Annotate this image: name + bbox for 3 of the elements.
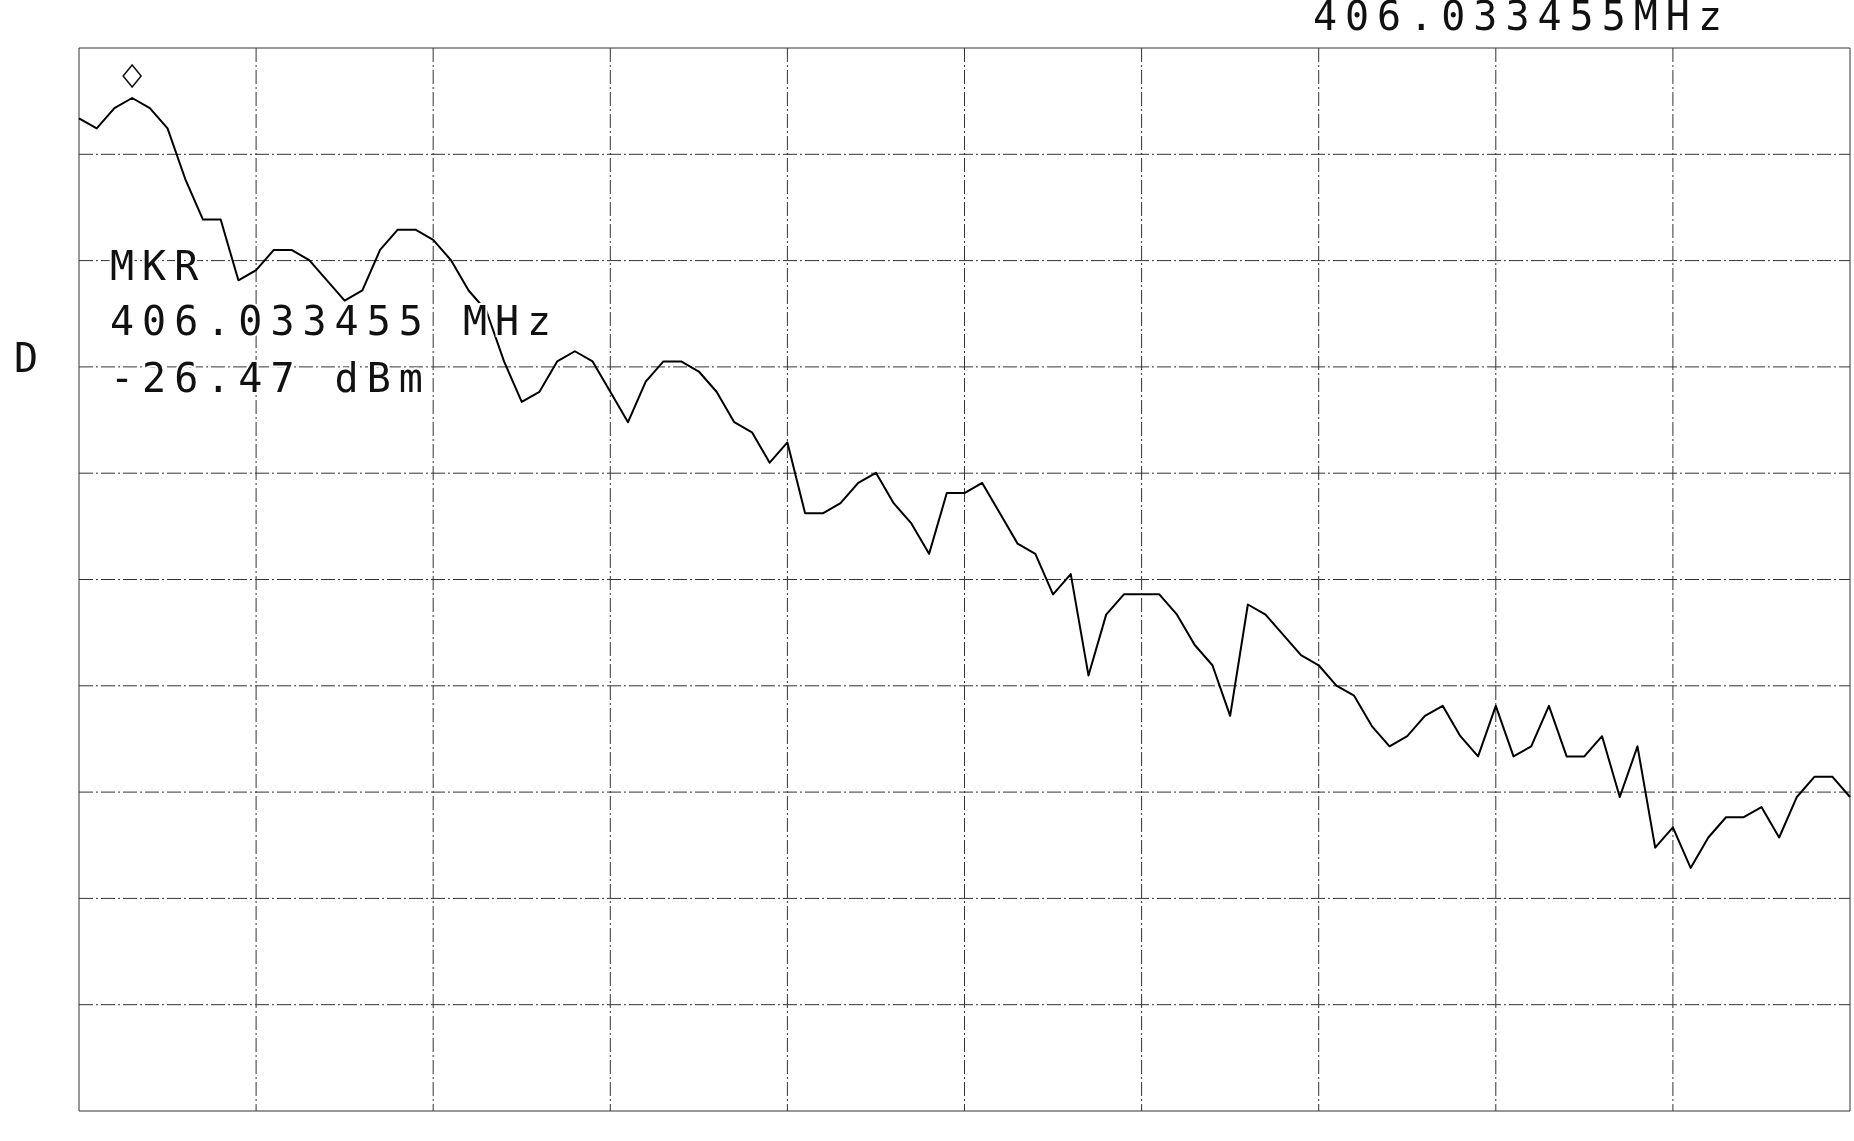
text: 406.033455MHz [1312,0,1730,39]
text: D [14,335,47,381]
annotation: -26.47 dBm [110,355,431,401]
